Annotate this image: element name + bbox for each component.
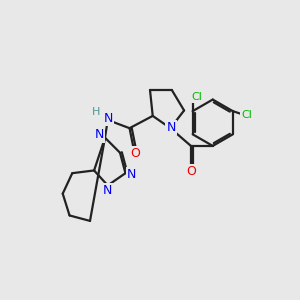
Text: N: N — [127, 168, 136, 181]
Text: Cl: Cl — [191, 92, 202, 103]
Text: Cl: Cl — [241, 110, 252, 120]
Text: N: N — [94, 128, 104, 142]
Text: N: N — [103, 184, 112, 197]
Text: H: H — [92, 107, 100, 117]
Text: N: N — [166, 121, 176, 134]
Text: O: O — [186, 165, 196, 178]
Text: N: N — [103, 112, 113, 125]
Text: O: O — [130, 147, 140, 160]
